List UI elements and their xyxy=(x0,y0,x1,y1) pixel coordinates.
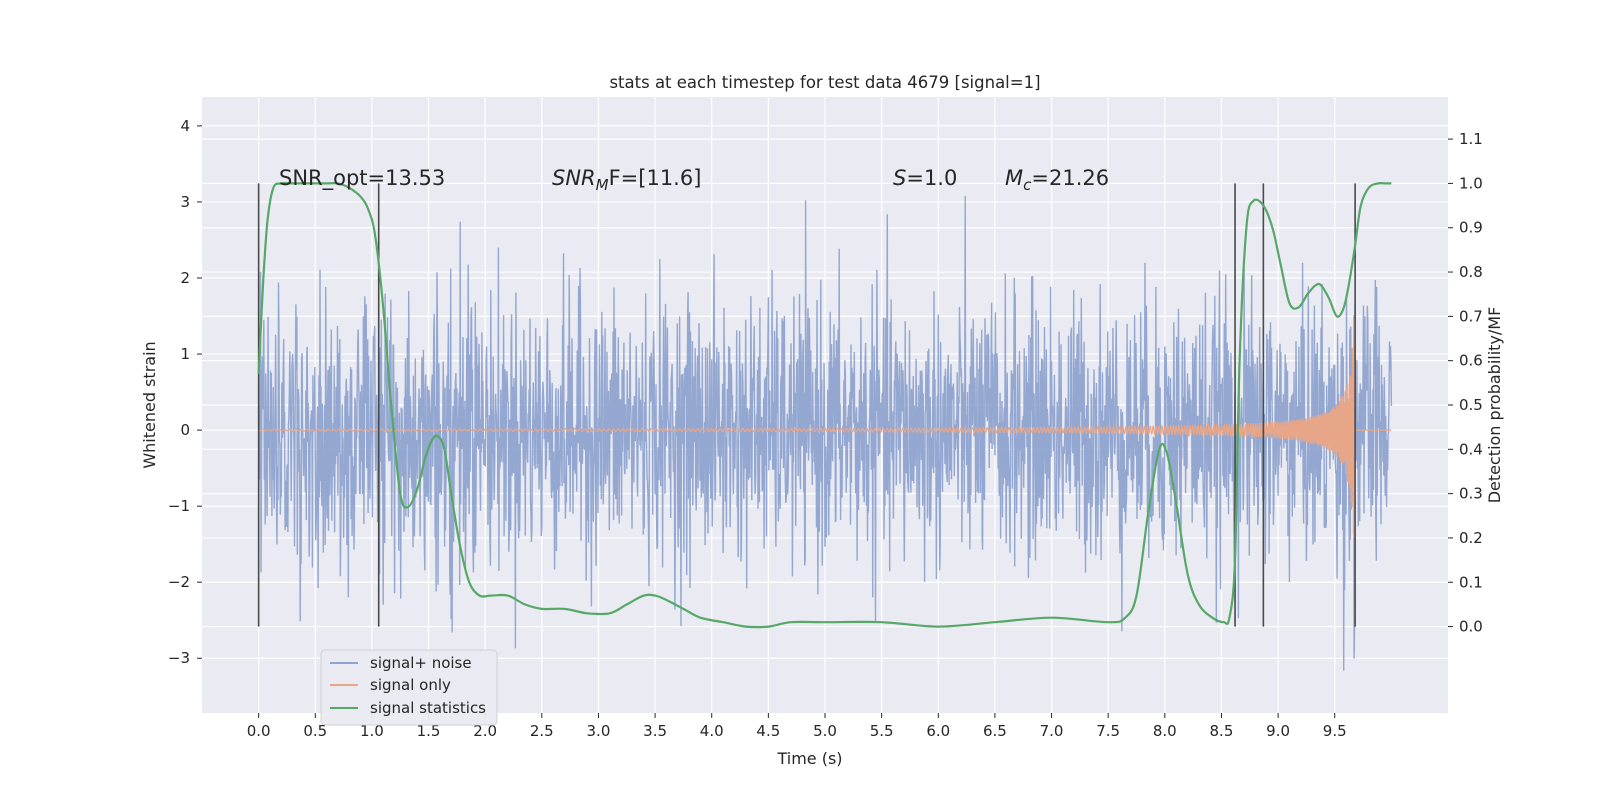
y-right-tick-label: 0.2 xyxy=(1459,529,1483,547)
legend-label-noise: signal+ noise xyxy=(370,654,472,672)
x-tick-label: 1.5 xyxy=(417,722,441,740)
annotation-snr-mf: SNRMF=[11.6] xyxy=(552,166,701,194)
x-tick-label: 5.5 xyxy=(870,722,894,740)
y-tick-label: 4 xyxy=(180,117,190,135)
y-right-tick-label: 0.9 xyxy=(1459,219,1483,237)
legend-label-stats: signal statistics xyxy=(370,699,486,717)
y-right-tick-label: 0.8 xyxy=(1459,263,1483,281)
y-right-tick-label: 0.5 xyxy=(1459,396,1483,414)
y-right-tick-label: 0.7 xyxy=(1459,307,1483,325)
y-tick-label: 2 xyxy=(180,269,190,287)
x-tick-label: 4.5 xyxy=(756,722,780,740)
annotation-s: S=1.0 xyxy=(893,166,957,190)
y-right-tick-label: 0.0 xyxy=(1459,618,1483,636)
x-tick-label: 8.0 xyxy=(1153,722,1177,740)
ticks: 0.0 0.5 1.0 1.5 2.0 2.5 3.0 3.5 4.0 4.5 5.0 5.5 6.0 6… xyxy=(168,117,1483,740)
x-tick-label: 0.0 xyxy=(247,722,271,740)
annotation-snr-mf-base: SNR xyxy=(552,166,596,190)
legend: signal+ noise signal only signal statist… xyxy=(320,649,498,726)
y-right-tick-label: 0.4 xyxy=(1459,440,1483,458)
annotations: SNR_opt=13.53 SNRMF=[11.6] S=1.0 Mc=21.2… xyxy=(279,166,1109,194)
annotation-mc: Mc=21.26 xyxy=(1005,166,1109,194)
plot-lines xyxy=(257,195,1393,671)
x-tick-label: 2.5 xyxy=(530,722,554,740)
x-tick-label: 7.5 xyxy=(1096,722,1120,740)
y-tick-label: 3 xyxy=(180,193,190,211)
annotation-snr-mf-rest: F=[11.6] xyxy=(609,166,702,190)
y-right-tick-label: 1.1 xyxy=(1459,130,1483,148)
annotation-mc-rest: =21.26 xyxy=(1031,166,1109,190)
y-tick-label: −3 xyxy=(168,649,190,667)
y-right-tick-label: 0.1 xyxy=(1459,573,1483,591)
x-tick-label: 3.0 xyxy=(587,722,611,740)
x-tick-label: 1.0 xyxy=(360,722,384,740)
x-tick-label: 9.5 xyxy=(1323,722,1347,740)
y-right-tick-label: 0.6 xyxy=(1459,352,1483,370)
annotation-snr-opt: SNR_opt=13.53 xyxy=(279,166,445,191)
y-right-tick-label: 0.3 xyxy=(1459,485,1483,503)
stats-layer xyxy=(257,181,1392,629)
y-tick-label: −1 xyxy=(168,497,190,515)
annotation-mc-sub: c xyxy=(1023,176,1032,194)
y-tick-label: −2 xyxy=(168,573,190,591)
annotation-mc-base: M xyxy=(1005,166,1023,190)
x-tick-label: 8.5 xyxy=(1210,722,1234,740)
y-axis-label: Whitened strain xyxy=(140,341,159,468)
annotation-s-var: S xyxy=(893,166,906,190)
x-tick-label: 6.5 xyxy=(983,722,1007,740)
x-tick-label: 2.0 xyxy=(473,722,497,740)
x-tick-label: 0.5 xyxy=(303,722,327,740)
x-tick-label: 7.0 xyxy=(1040,722,1064,740)
series-signal-noise xyxy=(257,195,1393,671)
legend-box xyxy=(320,649,498,726)
x-tick-label: 3.5 xyxy=(643,722,667,740)
legend-label-signal: signal only xyxy=(370,676,451,694)
y-tick-label: 0 xyxy=(180,421,190,439)
x-axis-label: Time (s) xyxy=(776,749,842,768)
y-tick-label: 1 xyxy=(180,345,190,363)
chart-title: stats at each timestep for test data 467… xyxy=(609,73,1040,92)
x-tick-label: 6.0 xyxy=(926,722,950,740)
x-tick-label: 9.0 xyxy=(1266,722,1290,740)
annotation-s-rest: =1.0 xyxy=(906,166,957,190)
x-tick-label: 4.0 xyxy=(700,722,724,740)
x-tick-label: 5.0 xyxy=(813,722,837,740)
series-signal-only xyxy=(258,315,1392,539)
y-right-axis-label: Detection probability/MF xyxy=(1485,307,1504,504)
annotation-snr-mf-sub: M xyxy=(596,176,609,194)
y-right-tick-label: 1.0 xyxy=(1459,174,1483,192)
series-signal-statistics xyxy=(257,181,1392,629)
